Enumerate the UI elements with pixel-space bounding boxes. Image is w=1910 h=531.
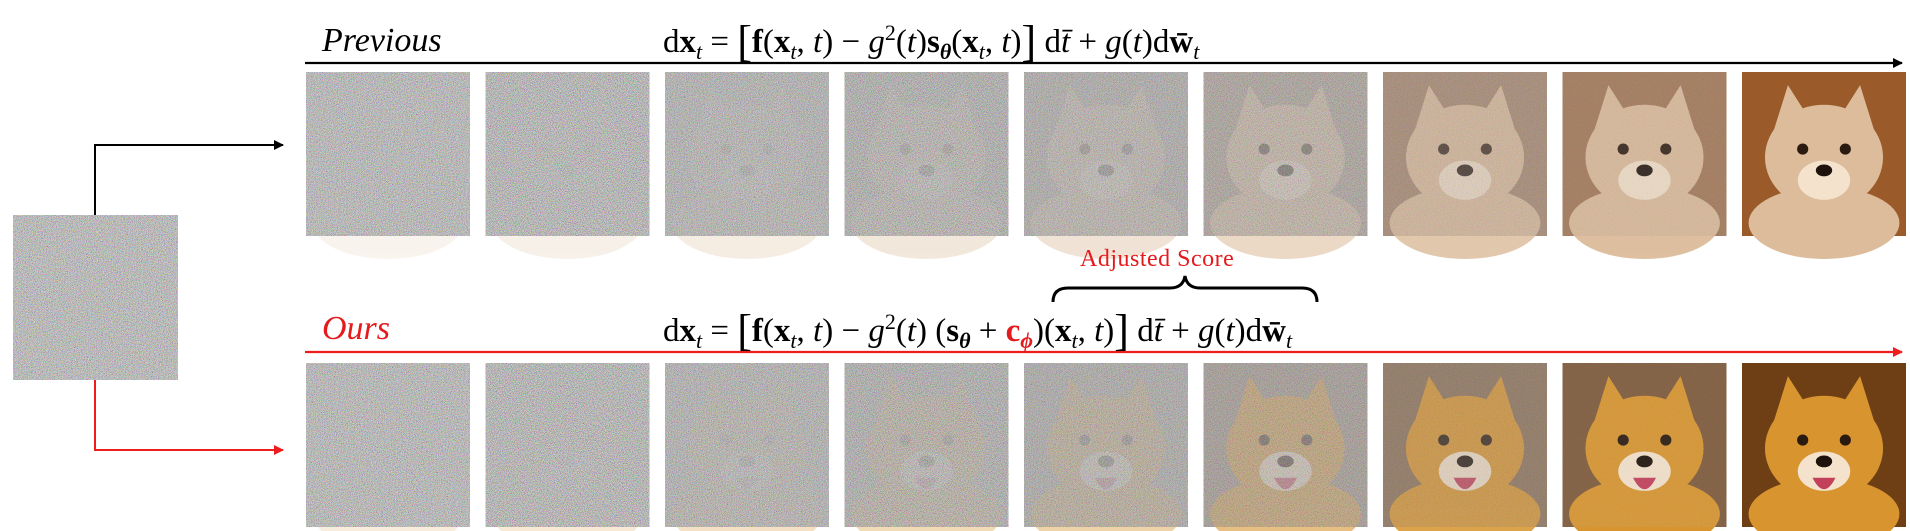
previous-frame-5 xyxy=(1024,72,1188,259)
ours-frames-row xyxy=(306,363,1906,531)
previous-frame-3 xyxy=(665,72,829,259)
previous-branch-connector xyxy=(94,140,284,215)
ours-frame-7 xyxy=(1383,363,1547,531)
ours-frame-5 xyxy=(1024,363,1188,531)
initial-noise-image xyxy=(13,215,178,380)
ours-sde-equation: dxt = [f(xt, t) − g2(t) (sθ + cϕ)(xt, t)… xyxy=(663,306,1293,355)
adjusted-score-label: Adjusted Score xyxy=(1080,246,1235,272)
ours-frame-4 xyxy=(844,363,1009,531)
adjusted-score-brace xyxy=(1051,275,1319,303)
previous-frame-2 xyxy=(485,72,650,259)
previous-frame-8 xyxy=(1562,72,1727,259)
previous-frame-1 xyxy=(306,72,470,259)
ours-frame-1 xyxy=(306,363,470,531)
ours-frame-2 xyxy=(485,363,650,531)
ours-label: Ours xyxy=(322,310,391,347)
ours-frame-8 xyxy=(1562,363,1727,531)
ours-frame-3 xyxy=(665,363,829,531)
previous-frame-6 xyxy=(1203,72,1368,259)
ours-branch-connector xyxy=(94,380,284,455)
previous-frame-7 xyxy=(1383,72,1547,259)
previous-label: Previous xyxy=(322,22,442,59)
ours-frame-6 xyxy=(1203,363,1368,531)
previous-frame-4 xyxy=(844,72,1009,259)
previous-frames-row xyxy=(306,72,1906,259)
previous-frame-9 xyxy=(1742,72,1906,259)
ours-frame-9 xyxy=(1742,363,1906,531)
previous-sde-equation: dxt = [f(xt, t) − g2(t)sθ(xt, t)] dt̄ + … xyxy=(663,17,1200,66)
